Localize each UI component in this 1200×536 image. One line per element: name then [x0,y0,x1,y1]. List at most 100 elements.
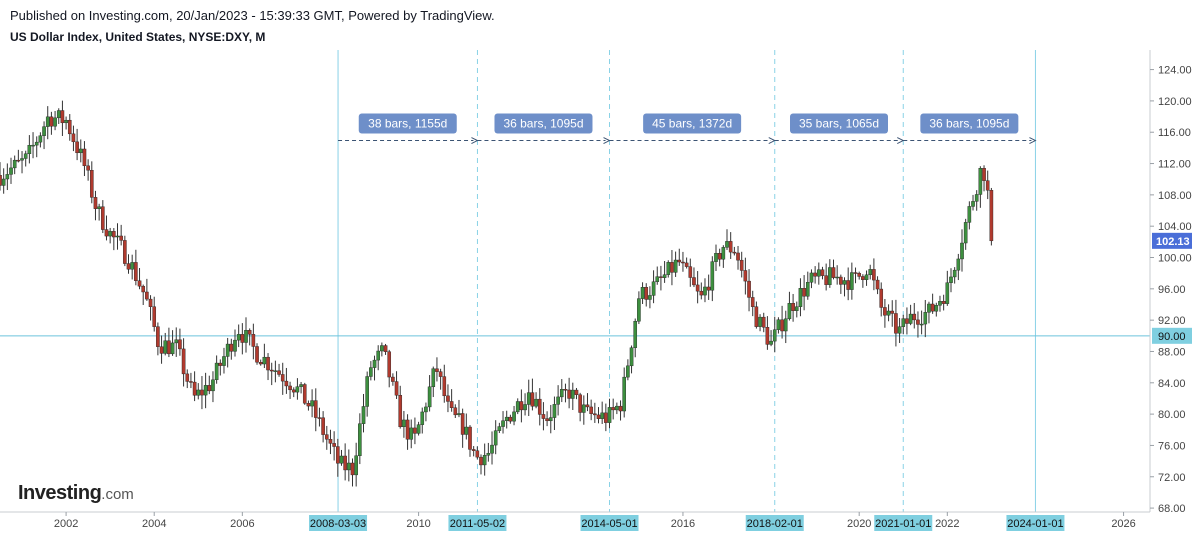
candle-body-93 [339,455,344,464]
candle-body-127 [464,426,469,435]
candle-body-180 [659,276,663,278]
candle-body-63 [229,343,234,352]
candle-body-163 [596,414,601,419]
candle-body-198 [725,241,729,248]
candle-body-75 [273,370,278,372]
candle-body-85 [310,400,314,407]
candle-body-181 [662,274,667,278]
candle-body-212 [776,319,781,330]
range-measurements[interactable]: 38 bars, 1155d 36 bars, 1095d 45 bars, 137… [338,113,1037,144]
candle-body-239 [875,279,880,290]
candle-body-111 [405,419,410,440]
candle-body-31 [112,231,116,238]
candle-body-100 [365,376,369,407]
candle-body-226 [828,267,832,285]
candle-body-114 [416,424,421,434]
candle-body-17 [60,110,65,124]
candle-body-9 [31,144,35,147]
candle-body-141 [515,401,520,413]
candle-body-237 [868,269,873,276]
candle-body-12 [42,126,46,136]
date-tag-label-0: 2008-03-03 [310,518,366,530]
time-axis[interactable]: 2002 2004 2006 2010 2016 2020 2022 2026 2008-03-… [0,511,1150,531]
candle-body-52 [189,381,193,383]
candle-body-4 [12,159,17,169]
candle-body-32 [115,235,120,238]
candle-body-98 [358,423,362,456]
candle-body-159 [582,404,586,413]
candle-body-222 [813,272,817,277]
candle-body-268 [982,168,986,181]
candle-body-186 [681,261,685,264]
candle-body-6 [20,158,24,161]
candle-body-22 [78,148,83,154]
candle-body-152 [556,396,560,405]
candle-body-241 [883,307,887,316]
candle-body-83 [302,384,307,404]
candle-body-35 [126,263,131,270]
candle-body-57 [207,385,212,392]
y-tick-label-0: 124.00 [1158,65,1192,77]
candle-body-19 [67,119,72,135]
candle-body-43 [156,326,160,347]
candle-body-20 [71,133,76,143]
candle-body-82 [299,384,303,387]
candle-body-69 [251,334,256,347]
candle-body-37 [134,262,138,281]
candle-body-191 [699,290,704,296]
candle-body-115 [420,411,425,425]
candle-body-168 [615,405,619,411]
candle-body-15 [53,117,57,127]
candle-body-177 [648,295,652,300]
range-label-box-2 [643,113,742,134]
candle-body-40 [145,291,149,300]
candle-body-42 [152,306,157,327]
range-arrowhead-3 [897,137,905,144]
candle-body-7 [23,153,28,159]
candle-body-108 [394,381,399,396]
vertical-markers [337,50,1036,512]
candle-body-231 [846,280,850,290]
candle-body-151 [552,404,557,418]
y-tick-label-3: 112.00 [1158,159,1191,171]
candle-body-228 [835,276,839,279]
last-price-tag [1152,232,1192,249]
candle-body-203 [743,270,748,282]
candle-body-189 [692,277,696,286]
candle-body-90 [328,439,333,444]
candle-body-216 [791,303,795,311]
level-tag [1152,327,1192,344]
x-tick-label-3: 2010 [406,518,430,530]
candle-body-103 [376,350,380,361]
candle-body-132 [482,455,487,466]
candle-body-246 [901,318,906,327]
candle-body-262 [960,242,964,260]
candle-body-242 [886,310,891,316]
candle-body-70 [255,346,259,363]
candle-body-190 [695,284,700,292]
candle-body-77 [280,374,285,382]
range-label-1: 36 bars, 1095d [503,117,583,131]
candle-body-254 [930,303,935,312]
candle-body-116 [424,406,428,413]
candle-body-194 [710,261,715,291]
candle-body-118 [431,368,436,388]
candle-body-225 [824,275,828,285]
candle-body-137 [501,420,505,427]
candle-body-162 [593,413,597,416]
candle-body-50 [181,348,186,375]
candle-body-201 [736,252,740,261]
candle-body-259 [949,276,953,283]
candle-body-197 [721,247,726,260]
candle-body-188 [688,266,693,278]
candle-body-113 [413,427,417,434]
candle-body-161 [589,406,593,414]
investing-logo: Investing.com [18,482,134,504]
date-tag-label-2: 2014-05-01 [581,518,637,530]
candle-body-266 [974,194,979,202]
candle-body-187 [684,262,689,267]
candle-body-155 [567,389,571,399]
y-tick-label-5: 104.00 [1158,221,1192,233]
price-axis[interactable]: 124.00 120.00 116.00 112.00 108.00 104.00 100.… [1149,50,1192,515]
